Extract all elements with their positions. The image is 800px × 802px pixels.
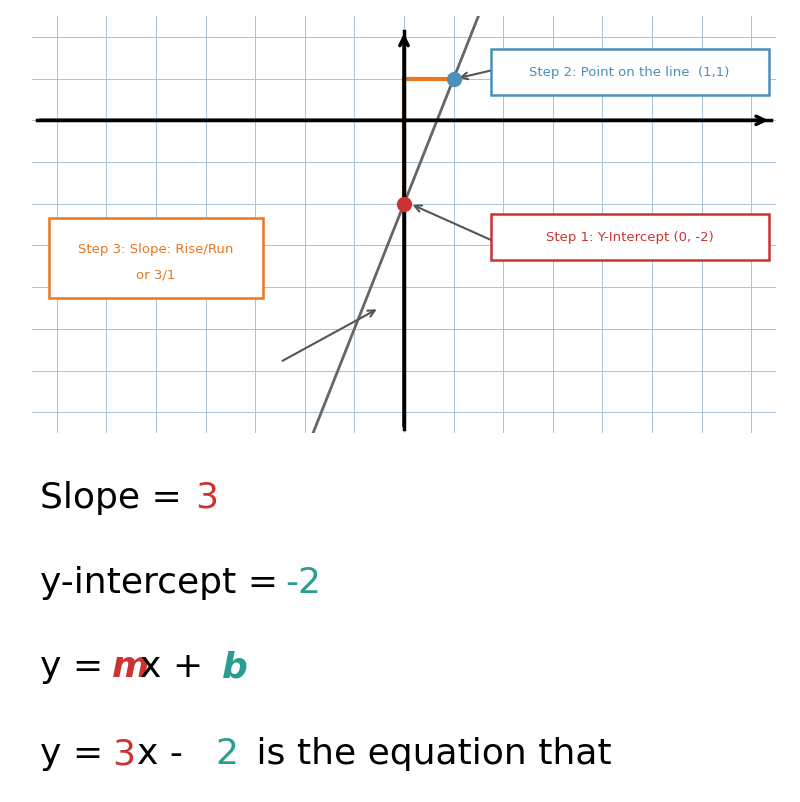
Text: -2: -2 [285, 565, 321, 600]
Text: y-intercept =: y-intercept = [40, 565, 290, 600]
FancyBboxPatch shape [491, 214, 769, 260]
Text: Step 2: Point on the line  (1,1): Step 2: Point on the line (1,1) [530, 66, 730, 79]
Text: x +: x + [140, 650, 214, 684]
Text: 2: 2 [215, 737, 238, 772]
Text: m: m [112, 650, 150, 684]
Text: or 3/1: or 3/1 [136, 268, 176, 282]
Text: 3: 3 [195, 481, 218, 515]
Text: is the equation that: is the equation that [245, 737, 612, 772]
Text: Step 3: Slope: Rise/Run: Step 3: Slope: Rise/Run [78, 243, 234, 256]
Text: y =: y = [40, 737, 114, 772]
FancyBboxPatch shape [50, 218, 262, 298]
Text: Slope =: Slope = [40, 481, 194, 515]
FancyBboxPatch shape [491, 50, 769, 95]
Text: b: b [222, 650, 248, 684]
Text: y =: y = [40, 650, 114, 684]
Text: 3: 3 [112, 737, 135, 772]
Text: x -: x - [137, 737, 194, 772]
Text: Step 1: Y-Intercept (0, -2): Step 1: Y-Intercept (0, -2) [546, 230, 714, 244]
